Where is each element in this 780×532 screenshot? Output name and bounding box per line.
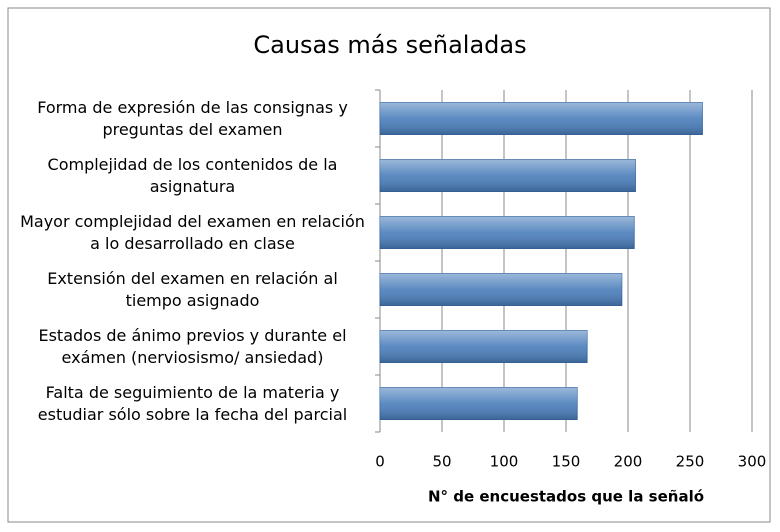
x-tick-label: 300 bbox=[738, 453, 767, 471]
y-tick-label: Estados de ánimo previos y durante el ex… bbox=[38, 325, 347, 367]
bar-shine bbox=[380, 273, 622, 306]
y-tick-label: Extensión del examen en relación al tiem… bbox=[47, 268, 338, 310]
y-tick-label: Mayor complejidad del examen en relación… bbox=[20, 211, 365, 253]
chart-frame bbox=[7, 7, 771, 523]
x-axis-title: N° de encuestados que la señaló bbox=[428, 488, 704, 506]
x-tick-label: 150 bbox=[552, 453, 581, 471]
chart-title: Causas más señaladas bbox=[253, 31, 526, 59]
y-tick-label: Complejidad de los contenidos de la asig… bbox=[47, 154, 338, 196]
x-tick-label: 200 bbox=[614, 453, 643, 471]
y-tick-label: Forma de expresión de las consignas y pr… bbox=[37, 97, 348, 139]
x-tick-label: 0 bbox=[375, 453, 385, 471]
bar-shine bbox=[380, 330, 588, 363]
bar-shine bbox=[380, 102, 703, 135]
x-tick-label: 250 bbox=[676, 453, 705, 471]
x-tick-label: 100 bbox=[490, 453, 519, 471]
y-tick-label: Falta de seguimiento de la materia y est… bbox=[37, 382, 348, 424]
bar-shine bbox=[380, 387, 578, 420]
bar-shine bbox=[380, 216, 635, 249]
x-tick-label: 50 bbox=[432, 453, 451, 471]
bar-shine bbox=[380, 159, 636, 192]
